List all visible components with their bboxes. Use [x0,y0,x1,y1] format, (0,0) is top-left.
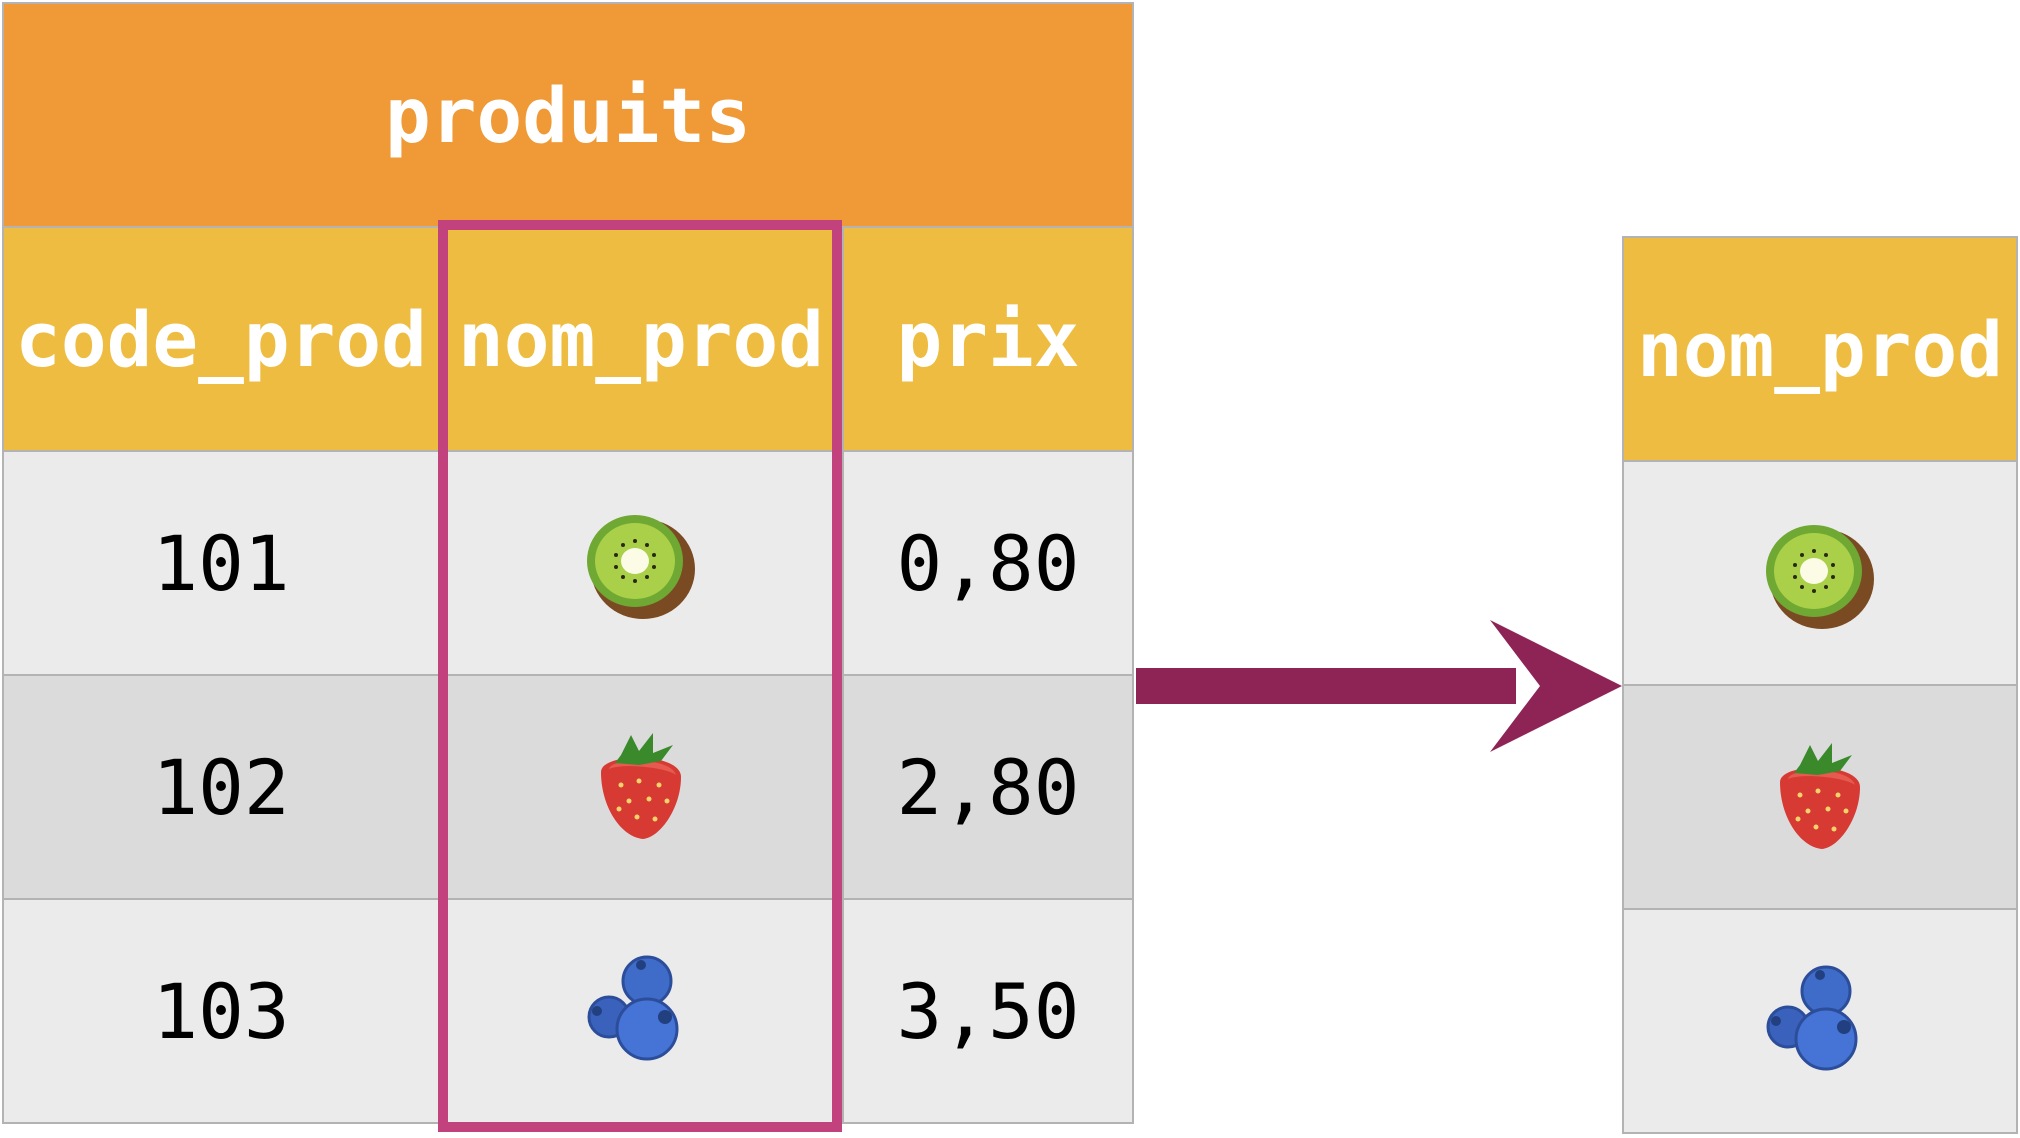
code-prod-value: 103 [152,966,290,1056]
result-column-header-nom-prod: nom_prod [1622,236,2018,462]
column-header-code-prod: code_prod [2,226,440,452]
table-cell-code-prod: 103 [2,898,440,1124]
table-title-produits: produits [2,2,1134,228]
column-header-label: code_prod [15,294,427,384]
prix-value: 2,80 [896,742,1080,832]
result-table-cell [1622,684,2018,910]
prix-value: 3,50 [896,966,1080,1056]
column-header-prix: prix [842,226,1134,452]
table-title-label: produits [384,70,752,160]
table-cell-nom-prod [438,674,844,900]
projection-arrow [1136,620,1622,752]
blueberries-icon [1760,961,1880,1081]
table-cell-prix: 3,50 [842,898,1134,1124]
table-cell-prix: 2,80 [842,674,1134,900]
code-prod-value: 102 [152,742,290,832]
kiwi-icon [1760,513,1880,633]
strawberry-icon [1760,737,1880,857]
result-table-cell [1622,460,2018,686]
table-cell-nom-prod [438,898,844,1124]
result-table-cell [1622,908,2018,1134]
result-column-header-label: nom_prod [1636,304,2004,394]
table-cell-prix: 0,80 [842,450,1134,676]
code-prod-value: 101 [152,518,290,608]
selected-column-highlight [438,220,842,1132]
prix-value: 0,80 [896,518,1080,608]
table-cell-code-prod: 102 [2,674,440,900]
column-header-label: prix [896,294,1080,384]
table-cell-code-prod: 101 [2,450,440,676]
column-header-nom-prod: nom_prod [438,226,844,452]
column-header-label: nom_prod [457,294,825,384]
